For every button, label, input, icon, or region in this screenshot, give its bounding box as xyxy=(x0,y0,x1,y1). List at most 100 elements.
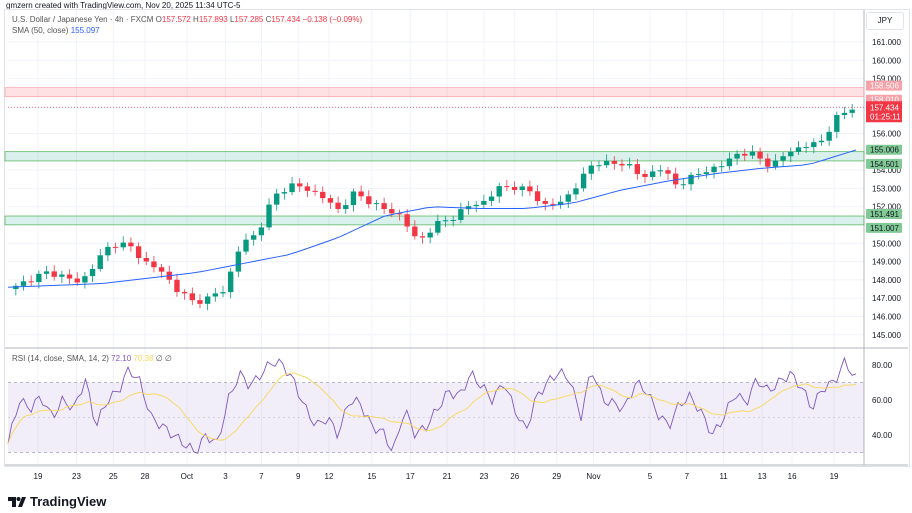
candle-body xyxy=(366,196,372,205)
candle-body xyxy=(158,267,165,272)
time-axis-label: 23 xyxy=(479,472,488,481)
time-axis-label: 7 xyxy=(259,472,264,481)
candle-body xyxy=(251,235,257,240)
sma-legend[interactable]: SMA (50, close) 155.097 xyxy=(12,26,100,35)
candle-body xyxy=(504,186,510,188)
price-tick-label: 149.000 xyxy=(872,258,901,267)
candle-body xyxy=(204,296,211,304)
candle-body xyxy=(143,258,149,262)
candle-body xyxy=(726,158,733,167)
rsi-tick-label: 40.00 xyxy=(872,431,893,440)
time-axis-label: Oct xyxy=(181,472,194,481)
candle-body xyxy=(181,291,188,294)
candle-body xyxy=(258,227,265,236)
sma-line xyxy=(7,149,857,288)
time-axis-label: 23 xyxy=(72,472,81,481)
candle-body xyxy=(458,209,464,220)
candle-body xyxy=(389,209,395,214)
rsi-legend[interactable]: RSI (14, close, SMA, 14, 2) 72.10 70.38 … xyxy=(12,354,172,363)
time-axis-label: 16 xyxy=(788,472,797,481)
tradingview-logo[interactable]: TradingView xyxy=(8,494,106,509)
candle-body xyxy=(603,160,610,166)
zone-low-label: 151.007 xyxy=(870,224,899,233)
low-label: L xyxy=(229,15,235,24)
candle-body xyxy=(626,164,633,166)
logo-text: TradingView xyxy=(30,494,107,509)
candle-body xyxy=(151,261,157,268)
candle-body xyxy=(719,166,725,168)
price-tick-label: 159.000 xyxy=(872,75,901,84)
candle-body xyxy=(481,200,487,205)
candle-body xyxy=(511,186,518,190)
candle-body xyxy=(59,274,65,277)
countdown-label: 01:25:11 xyxy=(870,112,901,121)
candle-body xyxy=(534,191,541,202)
price-tick-label: 145.000 xyxy=(872,331,901,340)
candle-body xyxy=(649,171,656,177)
candle-body xyxy=(611,160,617,164)
time-axis-label: 11 xyxy=(719,472,728,481)
candle-body xyxy=(557,201,564,205)
candle-body xyxy=(128,242,134,247)
candle-body xyxy=(373,203,380,205)
candle-body xyxy=(36,273,42,283)
candle-body xyxy=(673,173,679,185)
candle-body xyxy=(703,172,710,174)
zone-low-label: 158.010 xyxy=(870,96,899,105)
time-axis-label: 21 xyxy=(443,472,452,481)
rsi-label: RSI (14, close, SMA, 14, 2) xyxy=(12,354,109,363)
candle-body xyxy=(66,274,73,279)
candle-body xyxy=(488,196,495,201)
price-tick-label: 152.000 xyxy=(872,203,901,212)
candle-body xyxy=(780,156,786,161)
rsi-value: 72.10 xyxy=(111,354,132,363)
candle-body xyxy=(327,198,334,203)
candle-body xyxy=(788,151,794,157)
last-price-label: 157.434 xyxy=(870,103,899,112)
zone-high-label-bg xyxy=(866,80,902,91)
candle-body xyxy=(419,236,426,238)
price-tick-label: 161.000 xyxy=(872,38,901,47)
zone-resistance xyxy=(4,87,865,98)
candle-body xyxy=(580,173,587,189)
price-tick-label: 150.000 xyxy=(872,239,901,248)
price-tick-label: 146.000 xyxy=(872,313,901,322)
open-label: O xyxy=(155,15,162,24)
candle-body xyxy=(289,183,295,193)
candle-body xyxy=(711,166,717,173)
candle-body xyxy=(174,279,180,292)
candle-body xyxy=(749,151,756,156)
time-axis-label: 7 xyxy=(685,472,690,481)
candle-body xyxy=(772,160,779,167)
time-axis-label: Nov xyxy=(586,472,600,481)
time-axis-label: 15 xyxy=(367,472,376,481)
candle-body xyxy=(197,300,203,304)
candle-body xyxy=(404,214,410,227)
candle-body xyxy=(51,271,57,277)
chart-credit: gmzern created with TradingView.com, Nov… xyxy=(6,1,241,10)
price-tick-label: 156.000 xyxy=(872,130,901,139)
price-tick-label: 160.000 xyxy=(872,56,901,65)
candle-body xyxy=(13,285,19,290)
candle-body xyxy=(450,219,456,221)
time-axis-label: 25 xyxy=(109,472,118,481)
rsi-tick-label: 60.00 xyxy=(872,396,893,405)
candle-body xyxy=(573,188,579,195)
candle-body xyxy=(135,246,142,259)
candle-body xyxy=(235,251,242,272)
candle-body xyxy=(527,186,533,192)
candle-body xyxy=(281,192,288,194)
candle-body xyxy=(757,151,763,159)
chart-frame xyxy=(4,9,910,467)
zone-high-label-bg xyxy=(866,209,902,220)
sma-value: 155.097 xyxy=(70,26,100,35)
zone-low-label: 154.501 xyxy=(870,160,899,169)
candle-body xyxy=(435,220,441,233)
close-value: 157.434 xyxy=(271,15,301,24)
sma-label: SMA (50, close) xyxy=(12,26,69,35)
symbol-legend: U.S. Dollar / Japanese Yen · 4h · FXCM O… xyxy=(12,15,362,24)
currency-button[interactable]: JPY xyxy=(866,12,904,30)
candle-body xyxy=(849,109,855,113)
candle-body xyxy=(266,204,272,228)
